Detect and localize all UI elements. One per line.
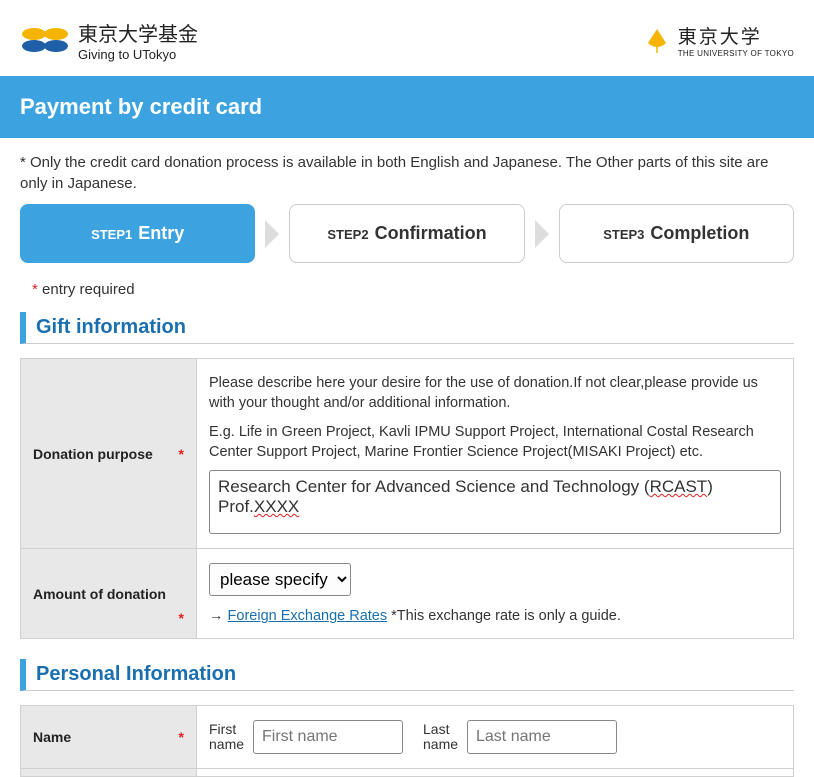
donation-purpose-input[interactable]: Research Center for Advanced Science and… (209, 470, 781, 534)
ut-text-jp: 東京大学 (678, 22, 794, 49)
logo-text-en: Giving to UTokyo (78, 47, 198, 62)
step-3-completion[interactable]: STEP3Completion (559, 204, 794, 263)
step-indicator: STEP1Entry STEP2Confirmation STEP3Comple… (20, 204, 794, 263)
first-name-sublabel: First name (209, 722, 249, 753)
entry-required-note: * entry required (32, 281, 794, 298)
section-personal-information: Personal Information (20, 659, 794, 691)
ginkgo-icon (642, 25, 672, 55)
chevron-right-icon (265, 220, 279, 248)
donation-purpose-help-1: Please describe here your desire for the… (209, 373, 781, 414)
logo-giving-utokyo[interactable]: 東京大学基金 Giving to UTokyo (20, 18, 198, 62)
gift-form-table: Donation purpose * Please describe here … (20, 358, 794, 639)
chevron-right-icon (535, 220, 549, 248)
last-name-input[interactable] (467, 720, 617, 754)
page-header: 東京大学基金 Giving to UTokyo 東京大学 THE UNIVERS… (0, 0, 814, 76)
amount-select[interactable]: please specify (209, 563, 351, 596)
page-title: Payment by credit card (0, 76, 814, 138)
section-gift-information: Gift information (20, 312, 794, 344)
foreign-exchange-link[interactable]: Foreign Exchange Rates (228, 608, 388, 624)
exchange-rate-row: → Foreign Exchange Rates *This exchange … (209, 608, 781, 624)
label-name: Name * (21, 706, 197, 769)
step-1-entry[interactable]: STEP1Entry (20, 204, 255, 263)
logo-university-tokyo[interactable]: 東京大学 THE UNIVERSITY OF TOKYO (642, 22, 794, 58)
label-donation-purpose: Donation purpose * (21, 359, 197, 549)
first-name-input[interactable] (253, 720, 403, 754)
utokyo-fund-icon (20, 22, 70, 58)
label-amount-donation: Amount of donation * (21, 549, 197, 639)
logo-text-jp: 東京大学基金 (78, 18, 198, 47)
donation-purpose-help-2: E.g. Life in Green Project, Kavli IPMU S… (209, 422, 781, 463)
personal-form-table: Name * First name Last name (20, 705, 794, 777)
disclaimer-text: * Only the credit card donation process … (20, 152, 794, 204)
last-name-sublabel: Last name (423, 722, 463, 753)
step-2-confirmation[interactable]: STEP2Confirmation (289, 204, 524, 263)
ut-text-en: THE UNIVERSITY OF TOKYO (678, 49, 794, 58)
